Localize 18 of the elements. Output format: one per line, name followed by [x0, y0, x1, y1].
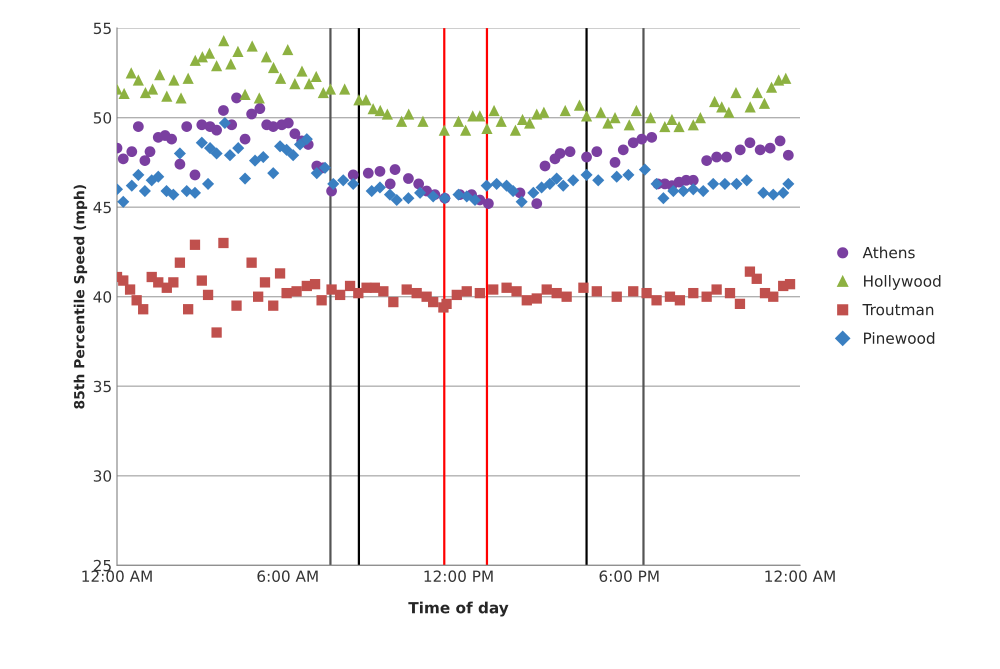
- y-tick-label: 35: [94, 380, 111, 392]
- x-tick-label: 6:00 AM: [257, 570, 318, 582]
- y-tick-label: 40: [93, 291, 112, 303]
- y-tick-label: 30: [94, 470, 112, 482]
- legend-label: Pinewood: [864, 332, 934, 344]
- x-tick-label: 12:00 PM: [424, 570, 493, 582]
- x-axis-title: Time of day: [408, 602, 508, 617]
- y-tick-label: 55: [94, 22, 111, 34]
- x-tick-label: 12:00 AM: [82, 570, 152, 582]
- y-tick-label: 45: [93, 202, 111, 214]
- x-tick-label: 6:00 PM: [600, 570, 659, 582]
- y-tick-label: 50: [94, 112, 112, 124]
- y-tick-label: 25: [94, 560, 111, 572]
- legend-label: Troutman: [862, 304, 934, 316]
- legend-label: Hollywood: [864, 275, 940, 290]
- legend-label: Athens: [862, 246, 915, 258]
- y-axis-title: 85th Percentile Speed (mph): [74, 185, 88, 409]
- x-tick-label: 12:00 AM: [765, 570, 835, 582]
